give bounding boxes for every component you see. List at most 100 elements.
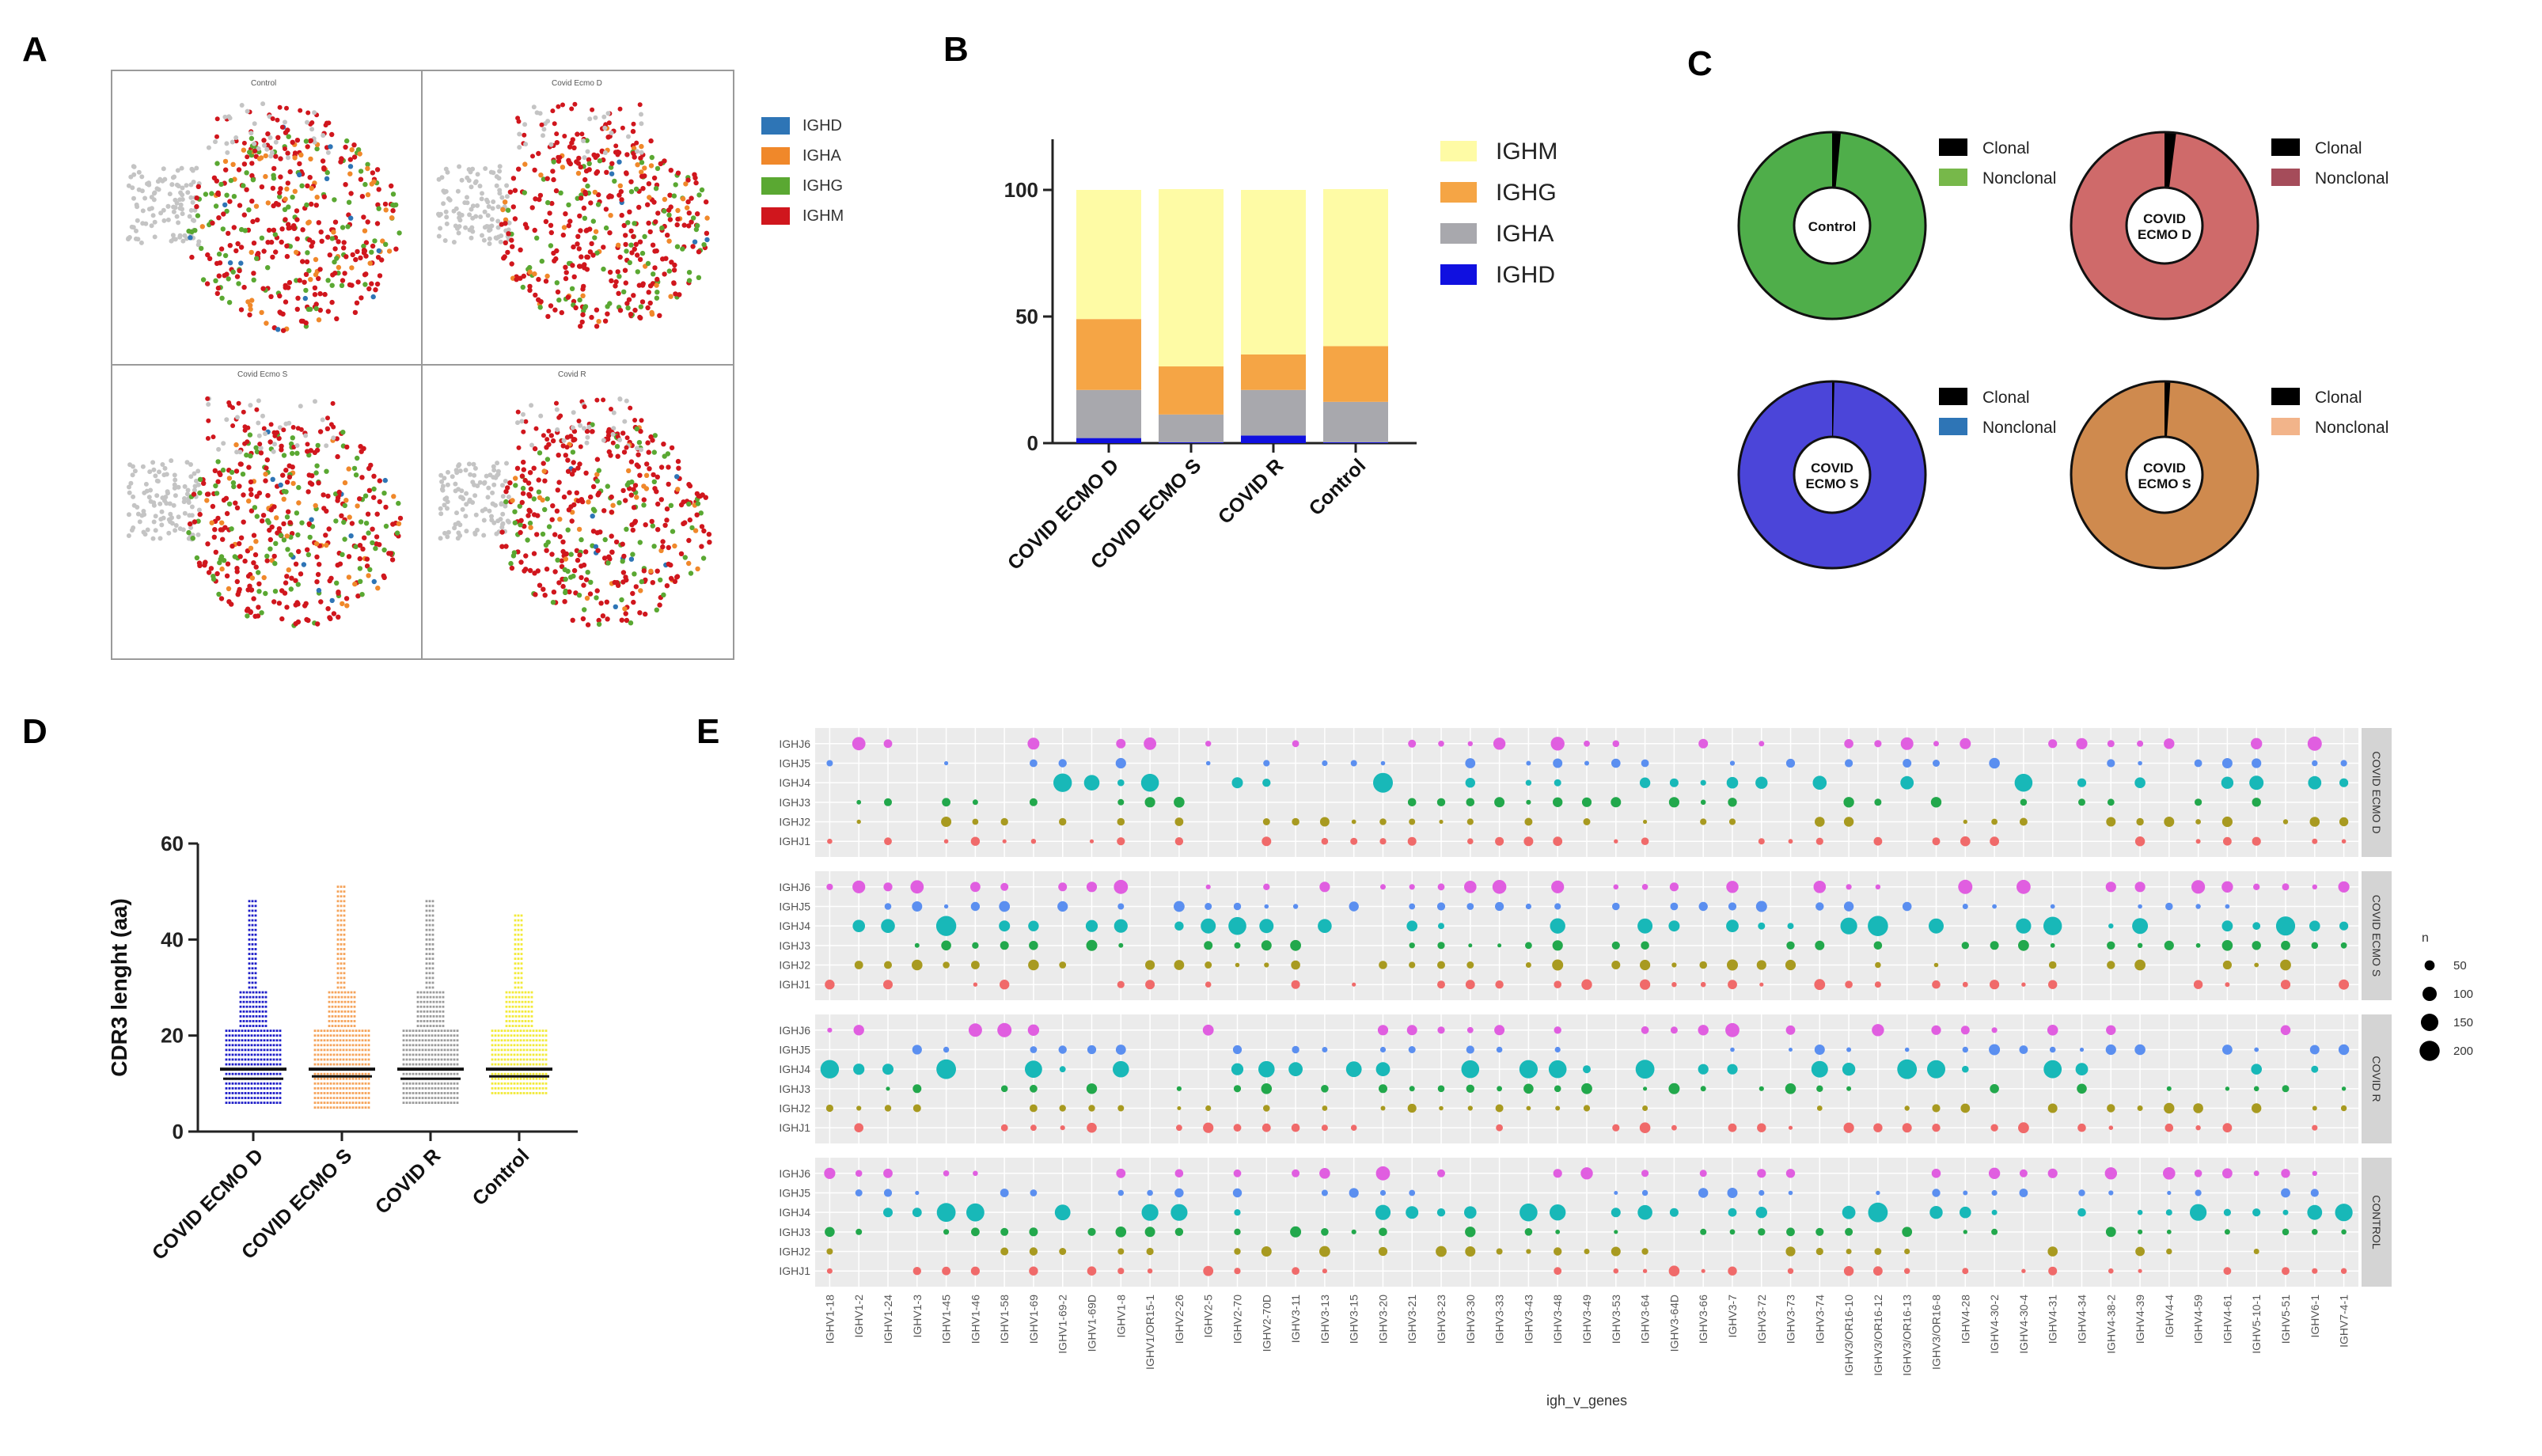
bubble xyxy=(1437,961,1445,969)
bubble xyxy=(856,1105,862,1111)
bubble xyxy=(1379,838,1387,845)
bubble xyxy=(1555,1105,1561,1111)
umap-subplot xyxy=(126,101,402,333)
bubble xyxy=(1614,1230,1618,1234)
bubble xyxy=(1553,836,1563,847)
bubble xyxy=(1234,1268,1241,1275)
bubble xyxy=(1519,1060,1538,1079)
bubble xyxy=(2134,959,2146,971)
bubble xyxy=(1029,1227,1038,1237)
bubble xyxy=(1438,923,1444,930)
bubble xyxy=(853,1025,864,1036)
bubble xyxy=(1170,1204,1188,1221)
bubble xyxy=(1380,884,1386,890)
bubble xyxy=(2021,1268,2026,1273)
bubble xyxy=(1641,837,1649,845)
bubble xyxy=(1232,1188,1243,1198)
bubble xyxy=(2107,740,2115,748)
donut-outline xyxy=(1737,131,1927,320)
bubble xyxy=(884,961,892,969)
bubble xyxy=(1525,942,1532,950)
bubble xyxy=(999,901,1011,912)
bubble xyxy=(1115,757,1126,769)
bubble xyxy=(1962,1268,1969,1275)
y-tick-label: IGHJ5 xyxy=(779,756,810,769)
bubble xyxy=(2193,1103,2203,1113)
bubble xyxy=(1554,903,1561,910)
bubble xyxy=(1927,1060,1945,1079)
x-tick-label: Control xyxy=(1305,454,1371,520)
bubble xyxy=(2164,940,2174,950)
bubble xyxy=(1698,1188,1709,1198)
bubble xyxy=(1437,1169,1445,1177)
bubble xyxy=(1174,837,1184,846)
bubble xyxy=(1846,1086,1852,1091)
facet-panel: IGHJ6 IGHJ5 IGHJ4 IGHJ3 IGHJ2 IGHJ1 COVID R xyxy=(779,1014,2392,1143)
bubble xyxy=(1495,980,1504,989)
bubble xyxy=(1786,941,1795,950)
bubble xyxy=(1671,982,1677,988)
bubble xyxy=(1903,759,1912,768)
bubble xyxy=(1728,1208,1737,1217)
bubble xyxy=(1002,839,1007,844)
bubble xyxy=(1845,980,1853,988)
bubble xyxy=(2195,904,2201,909)
bubble xyxy=(1000,941,1009,950)
bubble xyxy=(1929,918,1944,934)
donut-legend-swatch xyxy=(1939,138,1967,156)
bubble xyxy=(1205,903,1212,910)
bubble xyxy=(1349,1188,1359,1198)
bubble xyxy=(1234,1228,1241,1235)
bubble xyxy=(2281,1169,2290,1178)
bubble xyxy=(1028,920,1039,931)
bubble xyxy=(2195,839,2201,844)
bubble xyxy=(1436,1208,1446,1217)
bubble xyxy=(1409,903,1416,910)
bubble xyxy=(2312,884,2317,889)
bubble xyxy=(882,1064,893,1075)
bubble xyxy=(1580,1167,1593,1180)
bubble xyxy=(1759,1086,1764,1091)
bubble xyxy=(1786,1227,1795,1237)
bubble xyxy=(1350,1124,1357,1131)
donut-legend-label: Nonclonal xyxy=(1982,419,2056,437)
bubble xyxy=(2194,759,2202,768)
bubble xyxy=(1379,818,1387,825)
bubble xyxy=(1174,1169,1184,1178)
bubble xyxy=(1613,1268,1619,1274)
x-tick-label: IGHV3-7 xyxy=(1726,1295,1739,1338)
bubble xyxy=(2048,980,2058,989)
bubble xyxy=(970,882,981,893)
bubble xyxy=(2134,836,2146,847)
bubble xyxy=(1873,836,1883,846)
donut-outline xyxy=(2070,131,2259,320)
x-tick-label: IGHV3-43 xyxy=(1522,1295,1535,1344)
y-tick-label: IGHJ5 xyxy=(779,900,810,912)
donut-legend-label: Nonclonal xyxy=(2315,419,2388,437)
y-tick-label: IGHJ4 xyxy=(779,776,810,789)
bubble xyxy=(2221,776,2234,789)
bubble xyxy=(2282,819,2289,825)
bubble xyxy=(1233,1169,1242,1177)
bubble xyxy=(1000,1085,1008,1093)
bubble xyxy=(883,980,893,990)
bubble xyxy=(1030,1189,1038,1196)
x-tick-label: IGHV1-3 xyxy=(911,1295,924,1338)
bubble xyxy=(1145,980,1155,990)
x-tick-label: IGHV5-10-1 xyxy=(2250,1295,2263,1354)
bubble xyxy=(1496,1248,1503,1255)
bubble xyxy=(1174,797,1185,808)
bubble xyxy=(2341,839,2347,844)
donut-center-label: ECMO S xyxy=(1805,476,1858,491)
bubble xyxy=(1700,1228,1707,1235)
bubble xyxy=(2280,980,2291,990)
bubble xyxy=(1292,1045,1299,1054)
bubble xyxy=(1639,1122,1651,1133)
bubble xyxy=(1375,1166,1391,1181)
bubble xyxy=(1380,1105,1386,1111)
bubble xyxy=(2017,879,2031,894)
bubble xyxy=(1087,1266,1097,1276)
size-legend-label: 100 xyxy=(2453,988,2473,1001)
bubble xyxy=(2252,836,2261,846)
bubble xyxy=(2077,1208,2086,1217)
